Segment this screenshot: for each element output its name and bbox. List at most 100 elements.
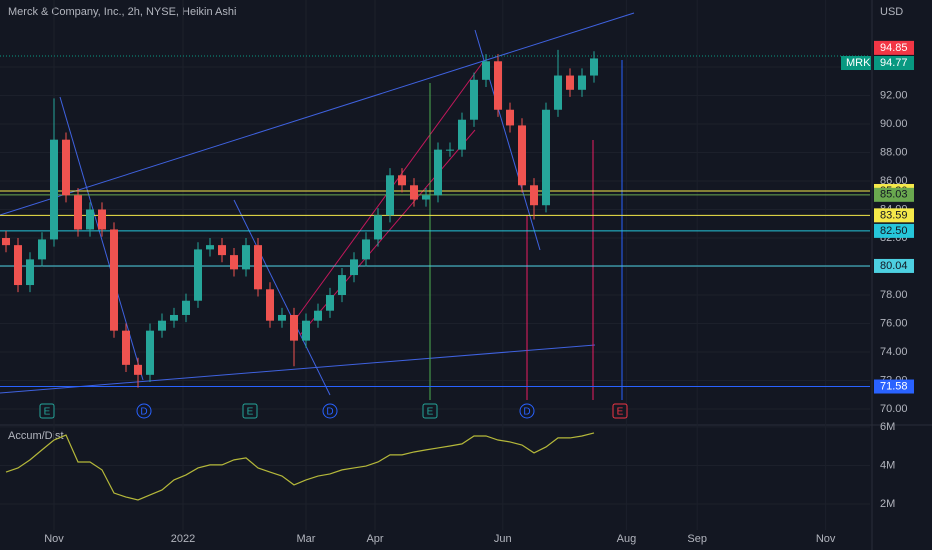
level-tag [874, 258, 914, 273]
event-marker [242, 403, 258, 419]
candle-body [86, 209, 94, 230]
candle-body [146, 330, 154, 375]
level-tag [874, 379, 914, 394]
candle-body [578, 75, 586, 90]
event-label: E [247, 407, 254, 418]
candle-body [518, 125, 526, 186]
candle-body [38, 239, 46, 260]
x-tick-label: Sep [687, 533, 707, 545]
candle-body [314, 310, 322, 321]
candle-body [278, 314, 286, 321]
event-marker [136, 403, 152, 419]
level-tag [874, 208, 914, 223]
candle-body [14, 245, 22, 286]
price-label: 94.77 [880, 57, 908, 69]
candle-body [338, 275, 346, 296]
candle-body [494, 61, 502, 110]
x-tick-label: 2022 [171, 533, 195, 545]
candle-body [254, 245, 262, 290]
candle-body [374, 215, 382, 240]
candle-body [230, 255, 238, 270]
event-label: D [523, 407, 530, 418]
axis-unit: USD [880, 6, 903, 18]
event-marker [39, 403, 55, 419]
indicator-title: Accum/Dist [8, 430, 64, 442]
candle-body [410, 185, 418, 200]
candle-body [566, 75, 574, 90]
candle-body [62, 139, 70, 196]
candle-body [206, 245, 214, 250]
x-tick-label: Mar [297, 533, 316, 545]
candle-body [26, 259, 34, 286]
candle-body [242, 245, 250, 270]
candle-body [2, 238, 10, 246]
candle-body [194, 249, 202, 301]
price-tag [874, 40, 914, 55]
candle-body [542, 109, 550, 206]
drawings [0, 12, 635, 400]
candle-body [506, 109, 514, 126]
trend-line [0, 12, 635, 216]
price-tag [874, 56, 914, 71]
chart-title: Merck & Company, Inc., 2h, NYSE, Heikin … [8, 6, 236, 18]
event-label: D [326, 407, 333, 418]
event-marker [322, 403, 338, 419]
level-label: 85.03 [880, 189, 908, 201]
symbol-label: MRK [846, 57, 871, 69]
level-label: 83.59 [880, 209, 908, 221]
y-tick-label: 74.00 [880, 346, 908, 358]
x-tick-label: Apr [366, 533, 383, 545]
candle-body [362, 239, 370, 260]
candle-body [386, 175, 394, 216]
y-tick-label: 78.00 [880, 289, 908, 301]
candle-body [470, 79, 478, 120]
candle-body [50, 139, 58, 240]
candle-body [290, 314, 298, 341]
x-tick-label: Nov [816, 533, 836, 545]
y-tick-label: 90.00 [880, 118, 908, 130]
y-tick-label: 2M [880, 498, 895, 510]
y-tick-label: 88.00 [880, 146, 908, 158]
candle-body [554, 75, 562, 110]
symbol-tag [841, 56, 871, 71]
candle-body [266, 289, 274, 321]
level-tag [874, 187, 914, 202]
candle-body [182, 300, 190, 315]
candle-body [434, 149, 442, 196]
y-tick-label: 86.00 [880, 175, 908, 187]
event-label: E [427, 407, 434, 418]
candle-body [350, 259, 358, 276]
event-marker [612, 403, 628, 419]
y-tick-label: 6M [880, 421, 895, 433]
candle-body [98, 209, 106, 230]
event-label: E [44, 407, 51, 418]
event-marker [422, 403, 438, 419]
x-tick-label: Nov [44, 533, 64, 545]
candle-body [590, 58, 598, 76]
candle-body [446, 149, 454, 151]
candle-body [74, 195, 82, 230]
candle-body [170, 314, 178, 321]
trend-line [0, 344, 596, 394]
candle-body [218, 245, 226, 256]
candle-body [110, 229, 118, 331]
y-tick-label: 4M [880, 459, 895, 471]
candle-body [398, 175, 406, 186]
price-label: 94.85 [880, 42, 908, 54]
indicator-line [5, 432, 595, 501]
candle-body [122, 330, 130, 365]
candle-body [158, 320, 166, 331]
event-label: D [140, 407, 147, 418]
candle-body [326, 295, 334, 311]
y-tick-label: 92.00 [880, 89, 908, 101]
trend-line [233, 199, 331, 396]
event-marker [519, 403, 535, 419]
candle-body [458, 119, 466, 150]
level-label: 71.58 [880, 380, 908, 392]
level-label: 80.04 [880, 260, 908, 272]
candle-body [422, 195, 430, 200]
level-label: 82.50 [880, 225, 908, 237]
